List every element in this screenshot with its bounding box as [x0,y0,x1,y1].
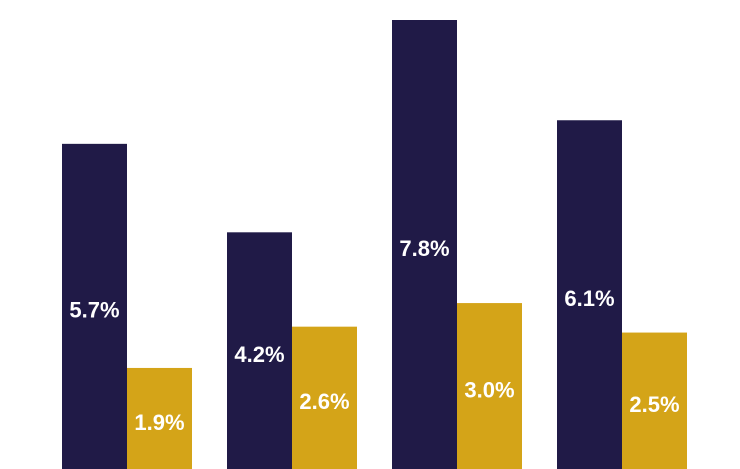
value-label: 5.7% [69,298,119,323]
value-label: 1.9% [134,410,184,435]
value-label: 6.1% [564,286,614,311]
bar [227,232,292,469]
bar [392,20,457,469]
value-label: 7.8% [399,236,449,261]
value-label: 3.0% [464,377,514,402]
bar [127,367,192,469]
bar [622,332,687,469]
value-label: 4.2% [234,342,284,367]
bar [292,326,357,469]
bar [62,143,127,469]
bar [557,120,622,469]
value-label: 2.5% [629,392,679,417]
value-label: 2.6% [299,389,349,414]
bar [457,303,522,469]
